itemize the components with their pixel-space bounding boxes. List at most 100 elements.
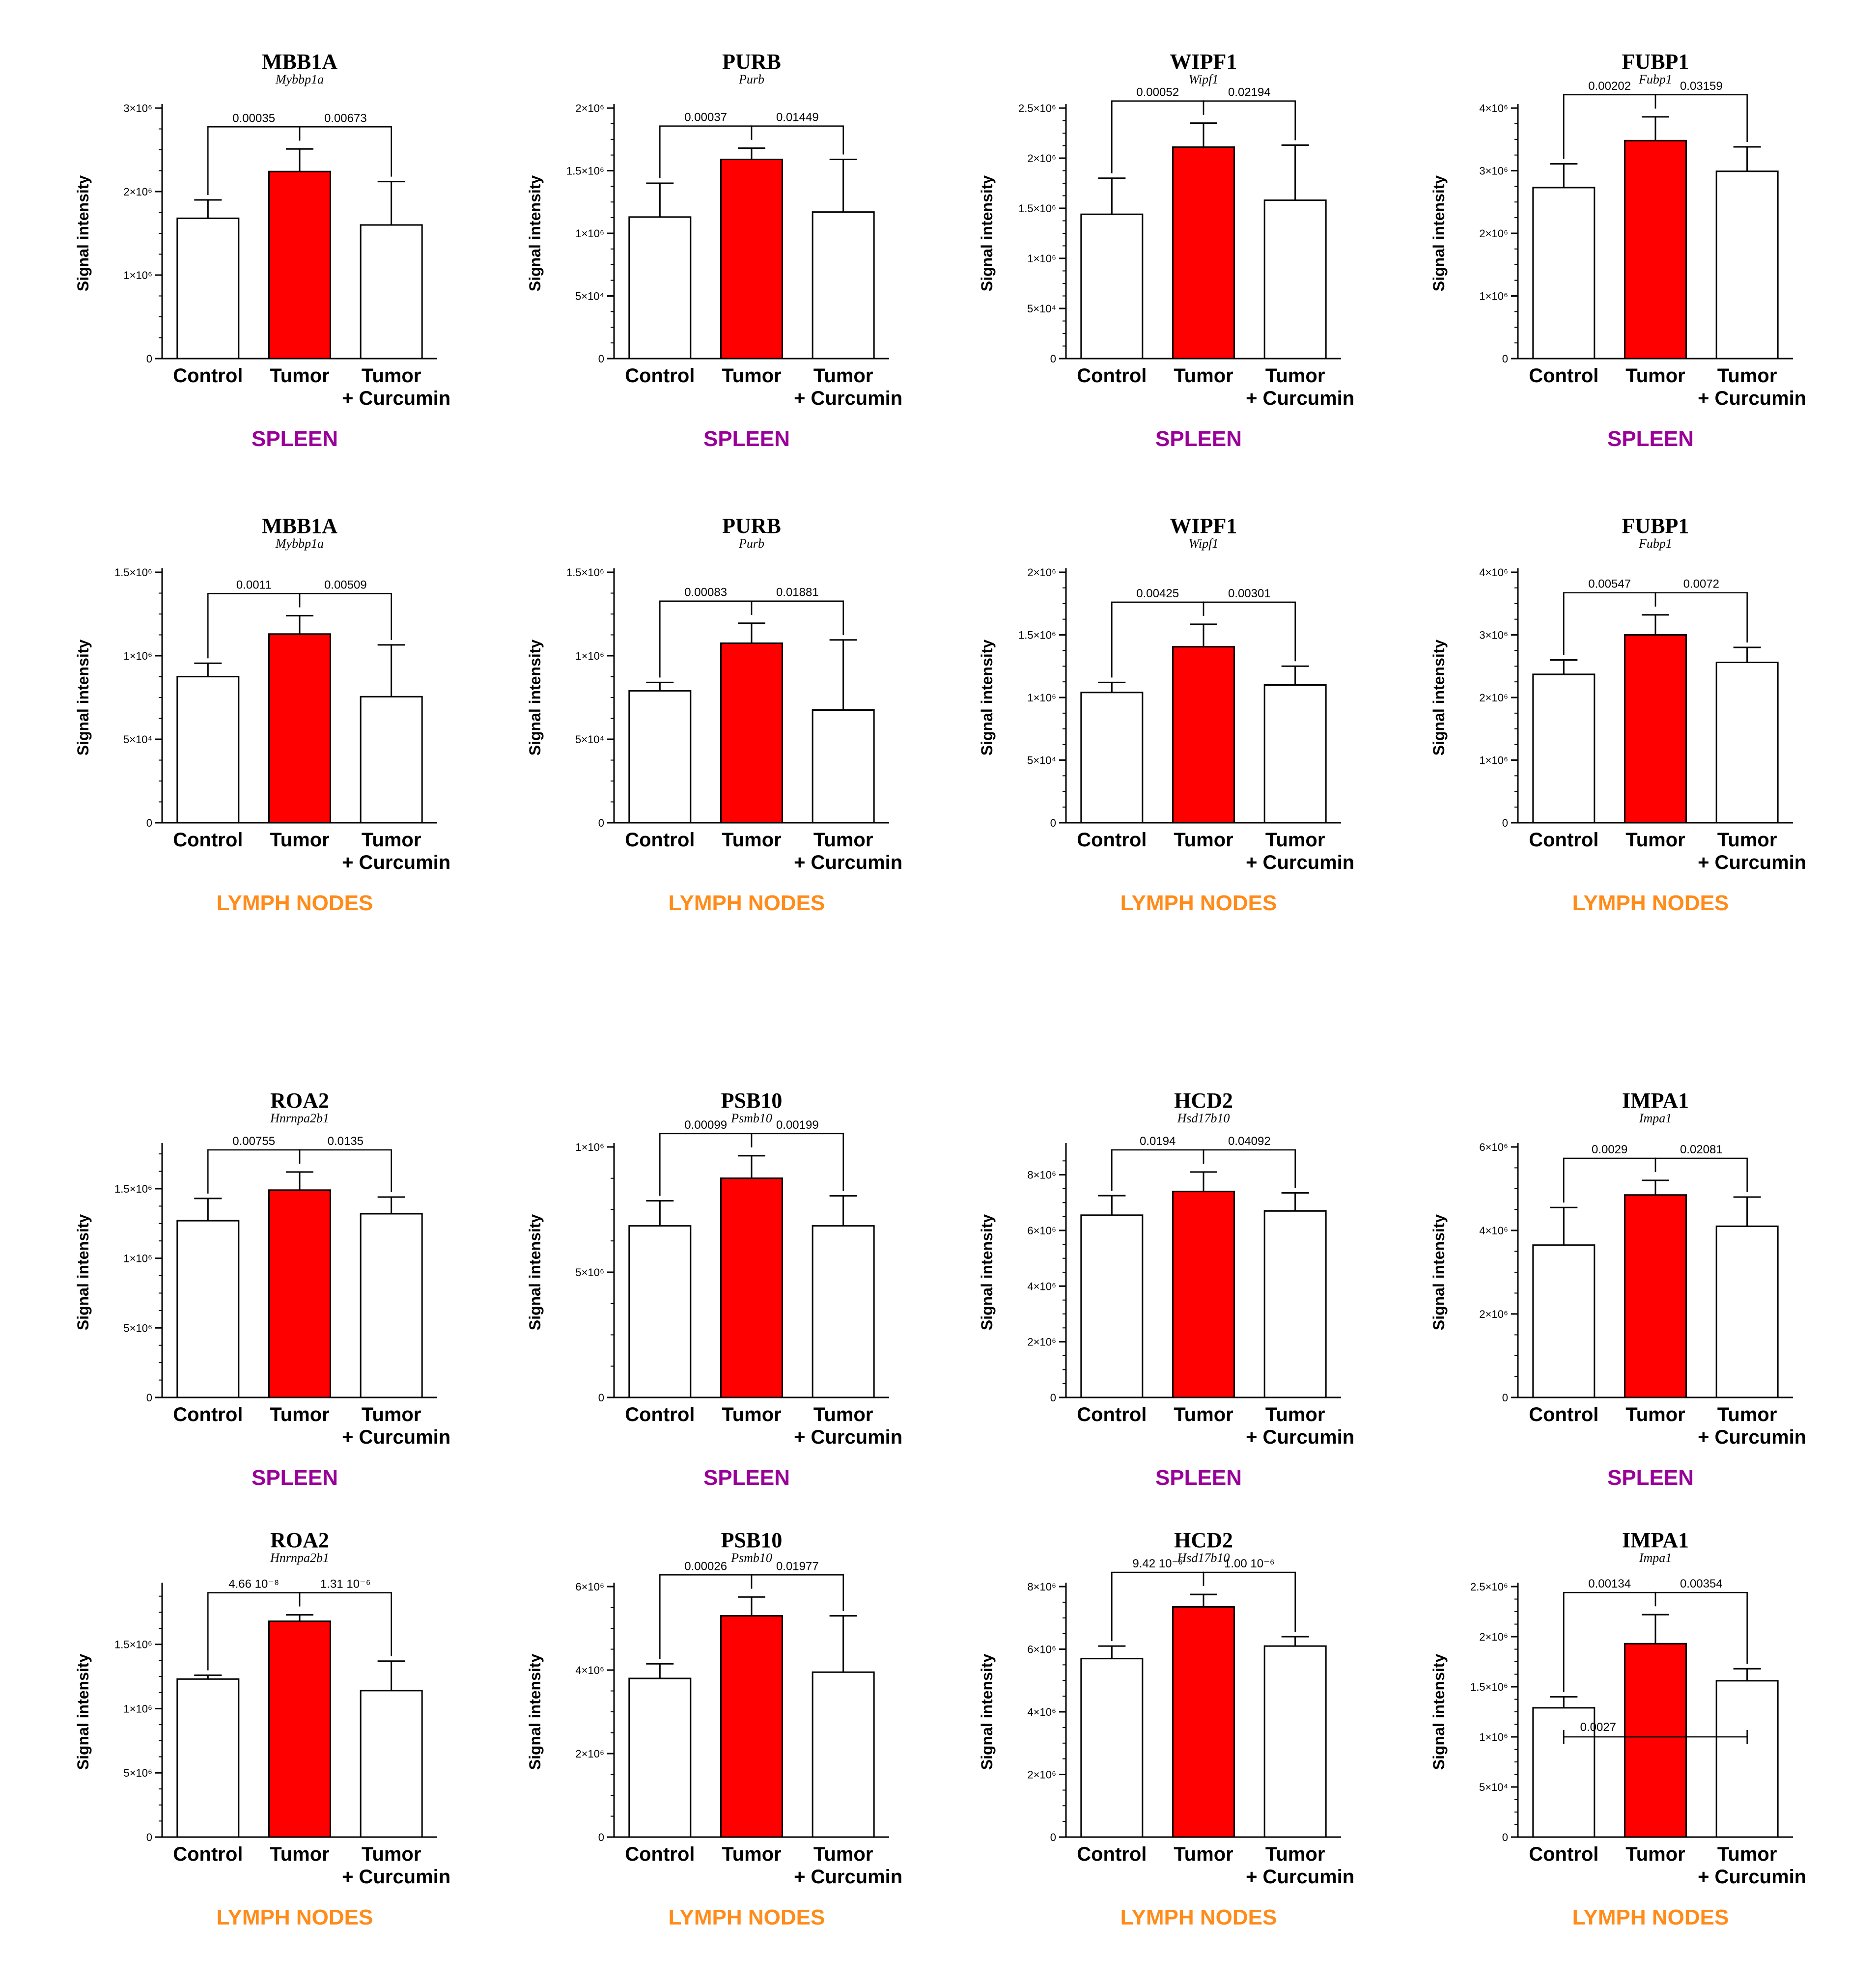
- significance-bracket: [1203, 601, 1296, 662]
- bar-control: [1532, 1707, 1596, 1838]
- tissue-label: LYMPH NODES: [669, 1905, 825, 1929]
- tissue-label: LYMPH NODES: [1572, 891, 1729, 915]
- p-value-label: 0.03159: [1680, 80, 1723, 93]
- x-category-label: Tumor: [1265, 829, 1325, 851]
- y-tick-label: 5×10⁴: [1479, 1781, 1508, 1793]
- p-value-label: 4.66 10⁻⁸: [228, 1578, 279, 1591]
- y-tick-label: 1.5×10⁶: [114, 1183, 152, 1195]
- x-category-label: Tumor: [722, 365, 781, 387]
- chart-subtitle: Hsd17b10: [1177, 1111, 1230, 1125]
- x-category-label: Tumor: [362, 829, 421, 851]
- p-value-label: 0.01881: [776, 586, 819, 599]
- y-axis-label: Signal intensity: [978, 640, 996, 756]
- y-tick-label: 1×10⁶: [575, 650, 604, 662]
- x-category-label: Tumor: [722, 1404, 781, 1425]
- p-value-label: 1.31 10⁻⁶: [320, 1578, 371, 1591]
- x-category-label: Tumor: [270, 365, 329, 387]
- bar-tumor: [1624, 1194, 1687, 1398]
- bar-tumor-curcumin: [1263, 684, 1327, 824]
- p-value-label: 0.00673: [324, 112, 367, 125]
- chart-title: PSB10: [721, 1528, 783, 1552]
- chart-title: MBB1A: [262, 50, 337, 74]
- x-category-label: Tumor: [813, 829, 873, 851]
- x-category-label: Control: [1077, 829, 1147, 851]
- x-category-label: Control: [1529, 1843, 1598, 1865]
- bar-control: [628, 690, 692, 824]
- y-axis-label: Signal intensity: [978, 1214, 996, 1331]
- y-tick-label: 1.5×10⁶: [1470, 1681, 1508, 1693]
- y-tick-label: 0: [146, 1392, 152, 1404]
- p-value-label: 1.00 10⁻⁶: [1224, 1557, 1275, 1570]
- significance-bracket: [1654, 94, 1748, 142]
- y-tick-label: 1.5×10⁶: [114, 566, 152, 579]
- y-axis-label: Signal intensity: [978, 1654, 996, 1770]
- x-category-label: Tumor: [1717, 1404, 1777, 1425]
- bar-tumor: [1172, 646, 1235, 824]
- x-category-label: + Curcumin: [1698, 388, 1806, 409]
- y-tick-label: 2.5×10⁶: [1018, 102, 1056, 114]
- significance-bracket: [1111, 1149, 1204, 1191]
- bar-tumor: [720, 642, 783, 824]
- bar-control: [628, 1677, 692, 1838]
- x-category-label: Control: [1529, 1404, 1598, 1425]
- y-tick-label: 2×10⁶: [575, 1748, 604, 1760]
- chart-title: IMPA1: [1622, 1088, 1689, 1113]
- significance-bracket: [751, 1133, 844, 1191]
- y-tick-label: 0: [1050, 1831, 1056, 1843]
- significance-bracket: [751, 1574, 844, 1611]
- tissue-label: LYMPH NODES: [1120, 891, 1277, 915]
- y-tick-label: 5×10⁴: [575, 290, 604, 303]
- bar-tumor: [1624, 1643, 1687, 1838]
- chart-title: IMPA1: [1622, 1528, 1689, 1552]
- y-tick-label: 3×10⁶: [1479, 165, 1508, 177]
- y-tick-label: 1×10⁶: [1027, 252, 1056, 265]
- y-tick-label: 5×10⁶: [123, 1767, 152, 1779]
- chart-subtitle: Wipf1: [1189, 72, 1219, 86]
- chart-subtitle: Mybbp1a: [275, 536, 324, 551]
- y-axis-label: Signal intensity: [1430, 175, 1448, 292]
- y-tick-label: 1.5×10⁶: [566, 165, 604, 177]
- y-tick-label: 1×10⁶: [1479, 290, 1508, 303]
- y-tick-label: 5×10⁴: [1027, 754, 1056, 767]
- significance-bracket: [751, 600, 844, 635]
- y-tick-label: 1.5×10⁶: [114, 1639, 152, 1651]
- tissue-label: LYMPH NODES: [217, 1905, 373, 1929]
- y-tick-label: 0: [146, 817, 152, 829]
- y-tick-label: 3×10⁶: [123, 102, 152, 114]
- p-value-label: 0.0194: [1140, 1135, 1176, 1148]
- y-tick-label: 1×10⁶: [1479, 1731, 1508, 1743]
- y-tick-label: 2×10⁶: [1479, 692, 1508, 704]
- bar-control: [176, 1220, 240, 1398]
- chart-subtitle: Hnrnpa2b1: [270, 1551, 329, 1565]
- y-tick-label: 0: [598, 353, 604, 365]
- y-tick-label: 2×10⁶: [1479, 227, 1508, 240]
- x-category-label: Control: [173, 1404, 243, 1425]
- y-tick-label: 4×10⁶: [1479, 566, 1508, 579]
- p-value-label: 0.00509: [324, 578, 367, 591]
- bar-tumor: [268, 1189, 331, 1398]
- chart-title: FUBP1: [1622, 514, 1689, 538]
- y-tick-label: 0: [146, 353, 152, 365]
- y-tick-label: 4×10⁶: [1479, 1225, 1508, 1237]
- significance-bracket: [299, 1592, 392, 1656]
- bar-tumor-curcumin: [360, 224, 423, 360]
- y-tick-label: 2×10⁶: [1027, 152, 1056, 165]
- x-category-label: + Curcumin: [1246, 1866, 1354, 1888]
- bar-tumor: [1624, 140, 1687, 360]
- chart-subtitle: Purb: [738, 536, 764, 551]
- x-category-label: Tumor: [1625, 1843, 1685, 1865]
- x-category-label: Tumor: [1265, 365, 1325, 387]
- y-tick-label: 4×10⁶: [1027, 1706, 1056, 1718]
- p-value-label: 0.00037: [684, 111, 727, 124]
- significance-bracket: [1654, 1591, 1748, 1664]
